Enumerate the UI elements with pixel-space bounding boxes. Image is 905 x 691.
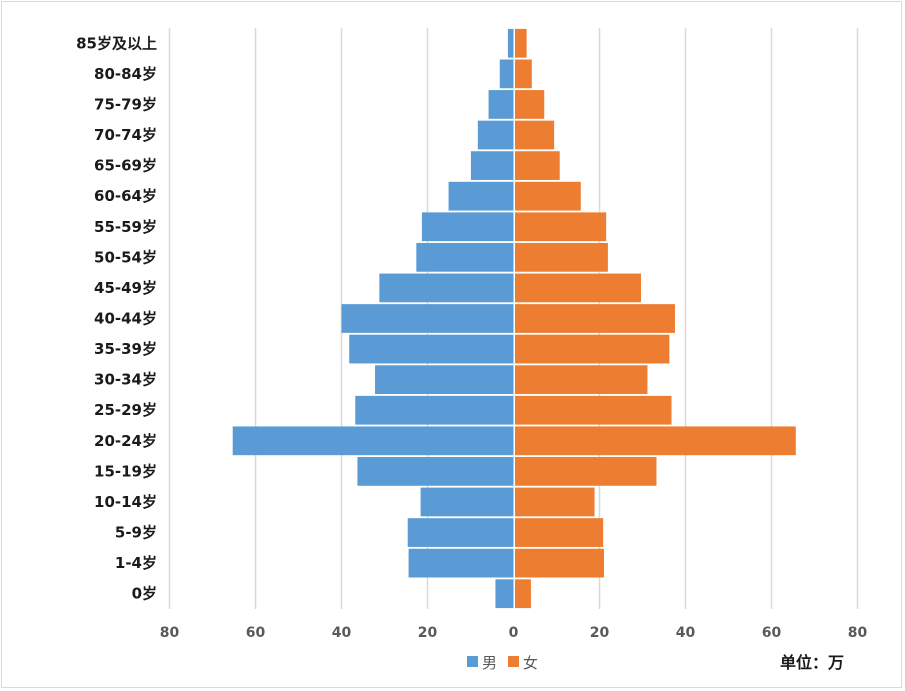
bar-male xyxy=(499,59,514,89)
unit-label: 单位：万 xyxy=(780,653,844,672)
bar-female xyxy=(515,242,608,272)
x-tick-label: 60 xyxy=(762,625,782,641)
bars xyxy=(232,28,796,609)
category-label: 85岁及以上 xyxy=(76,34,157,52)
bar-male xyxy=(408,548,514,578)
x-tick-label: 20 xyxy=(418,625,438,641)
bar-female xyxy=(515,59,532,89)
x-tick-label: 60 xyxy=(246,625,266,641)
bar-male xyxy=(357,457,514,486)
bar-female xyxy=(515,120,555,150)
category-label: 5-9岁 xyxy=(115,524,157,542)
category-label: 80-84岁 xyxy=(94,65,157,83)
bar-female xyxy=(515,579,531,609)
bar-female xyxy=(515,395,672,425)
bar-female xyxy=(515,426,796,456)
bar-female xyxy=(515,304,675,333)
bar-female xyxy=(515,518,604,547)
x-tick-labels: 80 60 40 20 0 20 40 60 80 xyxy=(160,625,868,641)
bar-female xyxy=(515,151,560,180)
bar-male xyxy=(421,212,514,242)
category-label: 50-54岁 xyxy=(94,248,157,266)
bar-female xyxy=(515,28,527,58)
x-tick-label: 40 xyxy=(676,625,696,641)
category-label: 0岁 xyxy=(132,585,157,603)
bar-male xyxy=(355,395,514,425)
bar-female xyxy=(515,487,595,517)
legend-label-female: 女 xyxy=(523,654,538,672)
bar-female xyxy=(515,181,581,211)
category-label: 40-44岁 xyxy=(94,310,157,328)
category-label: 25-29岁 xyxy=(94,401,157,419)
bar-female xyxy=(515,365,648,395)
legend: 男 女 xyxy=(467,654,538,672)
category-label: 75-79岁 xyxy=(94,95,157,113)
x-tick-label: 0 xyxy=(509,625,519,641)
bar-male xyxy=(420,487,514,517)
category-label: 45-49岁 xyxy=(94,279,157,297)
bar-female xyxy=(515,334,670,364)
bar-male xyxy=(232,426,514,456)
category-label: 55-59岁 xyxy=(94,218,157,236)
category-label: 1-4岁 xyxy=(115,554,157,572)
x-tick-label: 40 xyxy=(332,625,352,641)
bar-male xyxy=(448,181,514,211)
bar-male xyxy=(507,28,514,58)
bar-male xyxy=(477,120,514,150)
bar-female xyxy=(515,273,641,303)
category-label: 60-64岁 xyxy=(94,187,157,205)
bar-male xyxy=(379,273,514,303)
x-tick-label: 80 xyxy=(848,625,868,641)
bar-female xyxy=(515,457,657,486)
bar-female xyxy=(515,548,605,578)
bar-male xyxy=(495,579,514,609)
bar-male xyxy=(375,365,514,395)
category-label: 65-69岁 xyxy=(94,157,157,175)
category-label: 70-74岁 xyxy=(94,126,157,144)
category-label: 15-19岁 xyxy=(94,462,157,480)
category-labels: 85岁及以上 80-84岁 75-79岁 70-74岁 65-69岁 60-64岁 55-5… xyxy=(76,34,157,602)
category-label: 10-14岁 xyxy=(94,493,157,511)
bar-male xyxy=(488,90,514,119)
x-tick-label: 80 xyxy=(160,625,180,641)
bar-male xyxy=(470,151,514,180)
bar-male xyxy=(407,518,514,547)
bar-female xyxy=(515,212,607,242)
category-label: 20-24岁 xyxy=(94,432,157,450)
category-label: 30-34岁 xyxy=(94,371,157,389)
x-tick-label: 20 xyxy=(590,625,610,641)
bar-male xyxy=(341,304,514,333)
legend-label-male: 男 xyxy=(482,654,497,672)
category-label: 35-39岁 xyxy=(94,340,157,358)
bar-male xyxy=(416,242,514,272)
bar-male xyxy=(349,334,514,364)
legend-swatch-male xyxy=(467,656,478,667)
legend-swatch-female xyxy=(508,656,519,667)
bar-female xyxy=(515,90,545,119)
